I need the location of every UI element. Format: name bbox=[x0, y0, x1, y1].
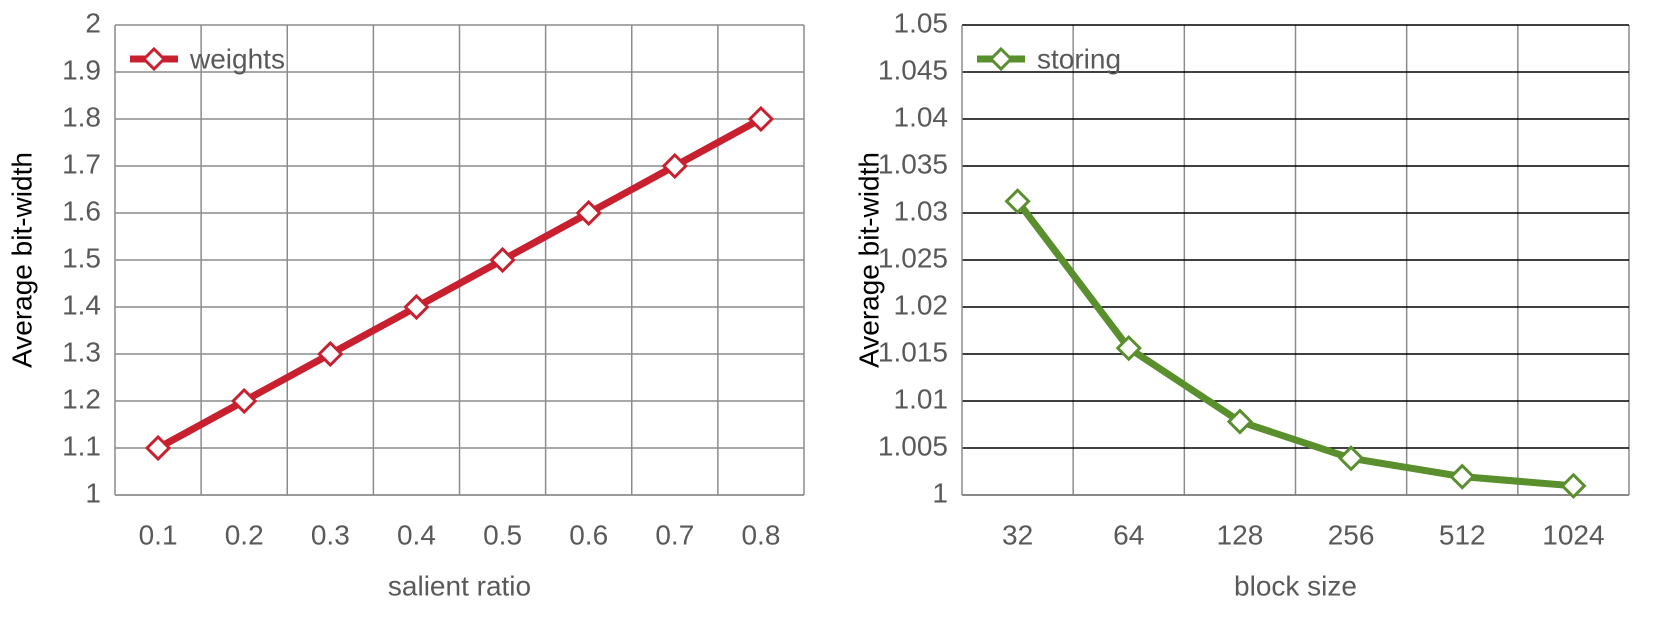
x-tick-label: 512 bbox=[1439, 519, 1486, 550]
point-marker bbox=[747, 105, 775, 133]
legend-marker bbox=[988, 46, 1014, 72]
y-tick-label: 1.03 bbox=[894, 195, 949, 226]
x-tick-label: 0.3 bbox=[311, 519, 350, 550]
x-tick-label: 32 bbox=[1002, 519, 1033, 550]
x-tick-label: 256 bbox=[1328, 519, 1375, 550]
y-tick-label: 1 bbox=[932, 477, 948, 508]
legend-label: weights bbox=[189, 43, 285, 74]
y-tick-label: 1.4 bbox=[62, 289, 101, 320]
y-tick-label: 1.1 bbox=[62, 430, 101, 461]
x-axis-label: salient ratio bbox=[388, 570, 531, 601]
legend-marker bbox=[141, 46, 167, 72]
series-line bbox=[1014, 199, 1574, 490]
point-marker bbox=[489, 246, 516, 274]
point-marker bbox=[575, 199, 602, 227]
point-marker bbox=[1337, 445, 1365, 472]
legend-label: storing bbox=[1037, 43, 1121, 74]
y-tick-label: 2 bbox=[85, 7, 101, 38]
y-tick-label: 1.035 bbox=[878, 148, 948, 179]
y-tick-label: 1.2 bbox=[62, 383, 101, 414]
y-tick-label: 1.045 bbox=[878, 54, 948, 85]
point-marker bbox=[661, 152, 688, 180]
x-tick-label: 128 bbox=[1217, 519, 1264, 550]
chart: 1 1.005 1.01 1.015 1.02 1.025 1.03 1.035 1.04 1.0… bbox=[853, 7, 1630, 601]
x-tick-label: 0.1 bbox=[139, 519, 178, 550]
point-marker bbox=[231, 387, 258, 415]
y-axis-label: Average bit-width bbox=[853, 152, 884, 368]
point-marker bbox=[1115, 335, 1142, 362]
y-tick-label: 1.015 bbox=[878, 336, 948, 367]
y-tick-label: 1.3 bbox=[62, 336, 101, 367]
x-tick-label: 0.8 bbox=[741, 519, 780, 550]
y-tick-label: 1.01 bbox=[894, 383, 949, 414]
y-axis-label: Average bit-width bbox=[6, 152, 37, 368]
y-tick-label: 1.5 bbox=[62, 242, 101, 273]
x-tick-label: 0.6 bbox=[569, 519, 608, 550]
point-marker bbox=[144, 434, 172, 462]
y-tick-label: 1 bbox=[85, 477, 101, 508]
y-tick-label: 1.02 bbox=[894, 289, 949, 320]
y-tick-label: 1.05 bbox=[894, 7, 949, 38]
point-marker bbox=[403, 293, 430, 321]
x-tick-label: 0.2 bbox=[225, 519, 264, 550]
point-marker bbox=[1449, 463, 1476, 490]
point-marker bbox=[1226, 408, 1254, 435]
x-axis-label: block size bbox=[1234, 570, 1357, 601]
x-tick-label: 64 bbox=[1113, 519, 1144, 550]
point-marker bbox=[1004, 188, 1031, 215]
point-marker bbox=[317, 340, 344, 368]
y-tick-label: 1.005 bbox=[878, 430, 948, 461]
y-tick-label: 1.04 bbox=[894, 101, 949, 132]
y-tick-label: 1.7 bbox=[62, 148, 101, 179]
y-tick-label: 1.6 bbox=[62, 195, 101, 226]
x-tick-label: 0.4 bbox=[397, 519, 436, 550]
series-line bbox=[156, 115, 763, 452]
chart: 1 1.1 1.2 1.3 1.4 1.5 1.6 1.7 1.8 1.9 2 0.1 0.2 0.3 0.… bbox=[6, 7, 805, 601]
y-tick-label: 1.8 bbox=[62, 101, 101, 132]
x-tick-label: 0.5 bbox=[483, 519, 522, 550]
y-tick-label: 1.025 bbox=[878, 242, 948, 273]
y-tick-label: 1.9 bbox=[62, 54, 101, 85]
point-marker bbox=[1560, 472, 1587, 499]
x-tick-label: 1024 bbox=[1542, 519, 1604, 550]
x-tick-label: 0.7 bbox=[655, 519, 694, 550]
